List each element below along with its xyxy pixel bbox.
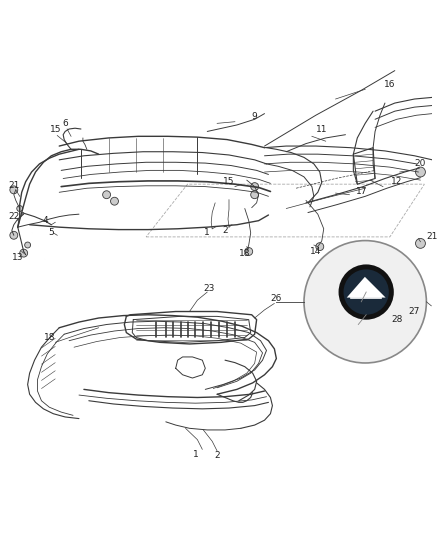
Circle shape: [343, 269, 389, 314]
Text: 28: 28: [391, 315, 403, 324]
Text: 26: 26: [271, 294, 282, 303]
Text: 20: 20: [415, 159, 426, 168]
Circle shape: [10, 231, 18, 239]
Text: 15: 15: [223, 177, 235, 186]
Circle shape: [416, 238, 425, 248]
Text: 21: 21: [427, 232, 438, 241]
Circle shape: [245, 247, 253, 255]
Text: 27: 27: [409, 307, 420, 316]
Text: 1: 1: [193, 450, 198, 459]
Circle shape: [316, 243, 324, 251]
Circle shape: [304, 240, 426, 363]
Circle shape: [10, 186, 18, 194]
Text: 1: 1: [205, 228, 210, 237]
Text: 23: 23: [204, 284, 215, 293]
Circle shape: [102, 191, 110, 199]
Text: 21: 21: [8, 181, 20, 190]
Text: 22: 22: [8, 212, 19, 221]
Text: 5: 5: [49, 228, 54, 237]
Text: 15: 15: [49, 125, 61, 134]
Circle shape: [110, 197, 118, 205]
Circle shape: [20, 249, 28, 257]
Text: 14: 14: [310, 247, 321, 256]
Text: 16: 16: [384, 80, 396, 89]
Circle shape: [416, 167, 425, 177]
Polygon shape: [347, 277, 385, 297]
Circle shape: [251, 191, 258, 199]
Text: 11: 11: [316, 125, 328, 134]
Text: 12: 12: [391, 177, 403, 186]
Text: 18: 18: [44, 333, 55, 342]
Text: 4: 4: [42, 216, 48, 225]
Circle shape: [251, 183, 258, 191]
Circle shape: [25, 242, 31, 248]
Circle shape: [17, 206, 23, 212]
Circle shape: [339, 264, 394, 320]
Text: 17: 17: [356, 187, 367, 196]
Text: 6: 6: [62, 119, 68, 128]
Text: 9: 9: [252, 112, 258, 122]
Text: 2: 2: [214, 451, 220, 461]
Text: 18: 18: [239, 248, 251, 257]
Text: 13: 13: [12, 253, 24, 262]
Text: 2: 2: [222, 226, 228, 235]
